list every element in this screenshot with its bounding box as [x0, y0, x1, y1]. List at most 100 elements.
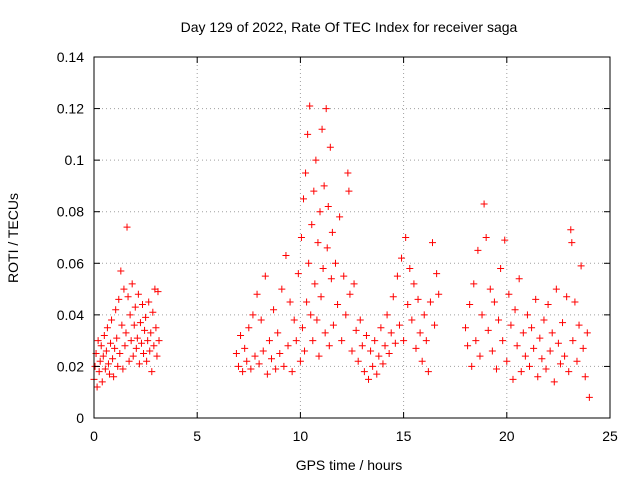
data-point	[387, 329, 395, 337]
data-point	[112, 306, 120, 314]
data-point	[114, 362, 122, 370]
data-point	[94, 337, 102, 345]
data-point	[583, 329, 591, 337]
data-point	[140, 350, 148, 358]
data-point	[416, 329, 424, 337]
x-tick-label: 20	[499, 428, 515, 444]
data-point	[315, 352, 323, 360]
data-point	[490, 298, 498, 306]
data-point	[153, 352, 161, 360]
data-point	[420, 311, 428, 319]
data-point	[276, 350, 284, 358]
data-point	[540, 316, 548, 324]
data-point	[316, 208, 324, 216]
data-point	[391, 339, 399, 347]
data-point	[259, 347, 267, 355]
data-point	[550, 378, 558, 386]
x-axis-label: GPS time / hours	[296, 457, 403, 473]
data-point	[559, 319, 567, 327]
data-point	[104, 360, 112, 368]
data-point	[239, 368, 247, 376]
data-point	[345, 187, 353, 195]
data-point	[128, 280, 136, 288]
data-point	[472, 337, 480, 345]
data-point	[117, 267, 125, 275]
data-point	[544, 301, 552, 309]
data-point	[326, 143, 334, 151]
data-point	[301, 347, 309, 355]
data-point	[296, 357, 304, 365]
data-point	[515, 275, 523, 283]
data-point	[155, 337, 163, 345]
data-point	[385, 350, 393, 358]
data-point	[538, 355, 546, 363]
data-point	[561, 352, 569, 360]
data-point	[398, 254, 406, 262]
data-point	[336, 213, 344, 221]
data-point	[132, 344, 140, 352]
data-point	[99, 352, 107, 360]
data-point	[342, 311, 350, 319]
data-point	[143, 357, 151, 365]
data-point	[123, 223, 131, 231]
data-point	[324, 203, 332, 211]
data-point	[579, 344, 587, 352]
data-point	[511, 306, 519, 314]
data-point	[268, 355, 276, 363]
plot-frame	[93, 56, 611, 419]
data-point	[534, 373, 542, 381]
data-point	[133, 334, 141, 342]
data-point	[433, 270, 441, 278]
data-point	[149, 308, 157, 316]
data-point	[486, 285, 494, 293]
y-tick-label: 0.08	[57, 204, 84, 220]
data-point	[365, 375, 373, 383]
data-point	[124, 293, 132, 301]
data-point	[369, 362, 377, 370]
data-point	[286, 298, 294, 306]
data-point	[381, 342, 389, 350]
points-layer	[90, 102, 593, 401]
data-point	[146, 347, 154, 355]
ticks-layer: 0 5 10 15 20 25 0 0.02 0.04 0.06 0.08 0.1 0.12 0.14	[57, 49, 618, 444]
data-point	[322, 105, 330, 113]
data-point	[303, 298, 311, 306]
data-point	[110, 373, 118, 381]
data-point	[476, 352, 484, 360]
data-point	[329, 321, 337, 329]
x-tick-label: 5	[193, 428, 201, 444]
data-point	[513, 342, 521, 350]
data-point	[354, 357, 362, 365]
data-point	[474, 246, 482, 254]
data-point	[97, 342, 105, 350]
x-tick-label: 10	[293, 428, 309, 444]
y-tick-label: 0.14	[57, 49, 84, 65]
data-point	[96, 357, 104, 365]
data-point	[109, 355, 117, 363]
data-point	[379, 360, 387, 368]
data-point	[280, 362, 288, 370]
data-point	[536, 334, 544, 342]
data-point	[312, 156, 320, 164]
data-point	[507, 321, 515, 329]
data-point	[464, 342, 472, 350]
data-point	[571, 298, 579, 306]
data-point	[327, 275, 335, 283]
data-point	[344, 169, 352, 177]
x-tick-label: 25	[602, 428, 618, 444]
data-point	[400, 337, 408, 345]
data-point	[331, 259, 339, 267]
data-point	[567, 226, 575, 234]
data-point	[468, 362, 476, 370]
data-point	[274, 329, 282, 337]
data-point	[581, 373, 589, 381]
data-point	[435, 290, 443, 298]
x-tick-label: 15	[396, 428, 412, 444]
data-point	[310, 187, 318, 195]
y-axis-label: ROTI / TECUs	[5, 193, 21, 283]
data-point	[101, 365, 109, 373]
data-point	[377, 324, 385, 332]
data-point	[234, 362, 242, 370]
data-point	[134, 290, 142, 298]
